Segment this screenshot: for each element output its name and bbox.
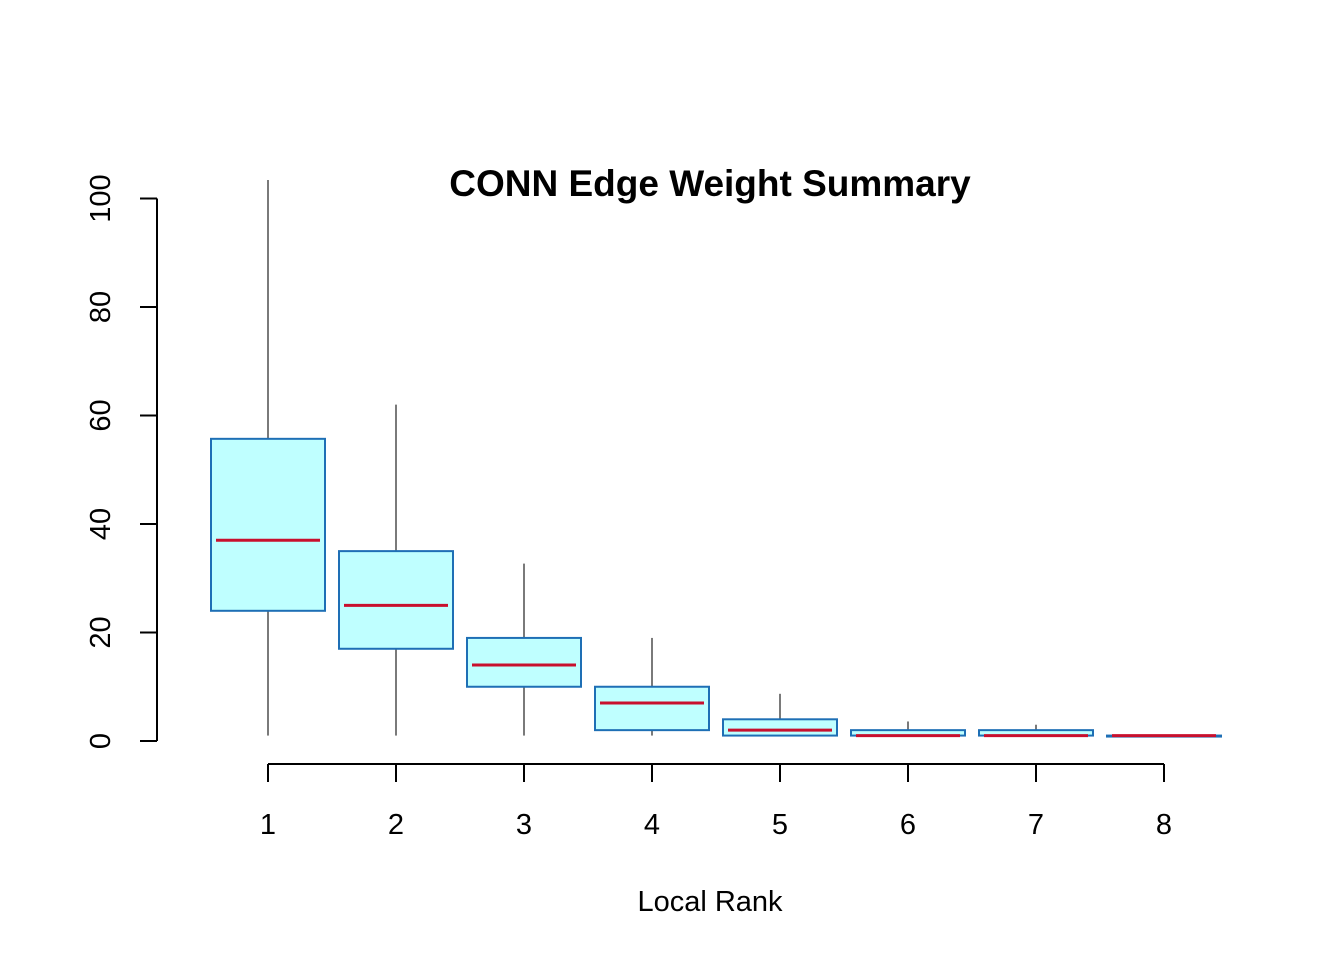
- x-tick-label-2: 2: [388, 809, 404, 841]
- x-tick-label-5: 5: [772, 809, 788, 841]
- y-axis: 0 20 40 60 80 100: [85, 174, 158, 749]
- boxes: [210, 437, 1222, 738]
- y-tick-label-40: 40: [85, 508, 117, 540]
- x-axis-label: Local Rank: [637, 886, 783, 918]
- y-tick-label-0: 0: [85, 733, 117, 749]
- y-tick-label-80: 80: [85, 291, 117, 323]
- y-tick-label-100: 100: [85, 174, 117, 222]
- y-tick-label-60: 60: [85, 399, 117, 431]
- x-axis: 1 2 3 4 5 6 7 8: [260, 763, 1172, 841]
- box-4: [594, 685, 710, 732]
- x-tick-label-6: 6: [900, 809, 916, 841]
- x-tick-label-1: 1: [260, 809, 276, 841]
- box-1: [210, 437, 326, 612]
- x-tick-label-8: 8: [1156, 809, 1172, 841]
- x-tick-label-3: 3: [516, 809, 532, 841]
- chart-title: CONN Edge Weight Summary: [449, 163, 971, 204]
- y-tick-label-20: 20: [85, 616, 117, 648]
- whiskers: [267, 180, 1037, 736]
- medians: [216, 538, 1216, 738]
- box-5: [722, 718, 838, 737]
- x-tick-label-7: 7: [1028, 809, 1044, 841]
- box-3: [466, 636, 582, 688]
- x-tick-label-4: 4: [644, 809, 660, 841]
- box-2: [338, 550, 454, 650]
